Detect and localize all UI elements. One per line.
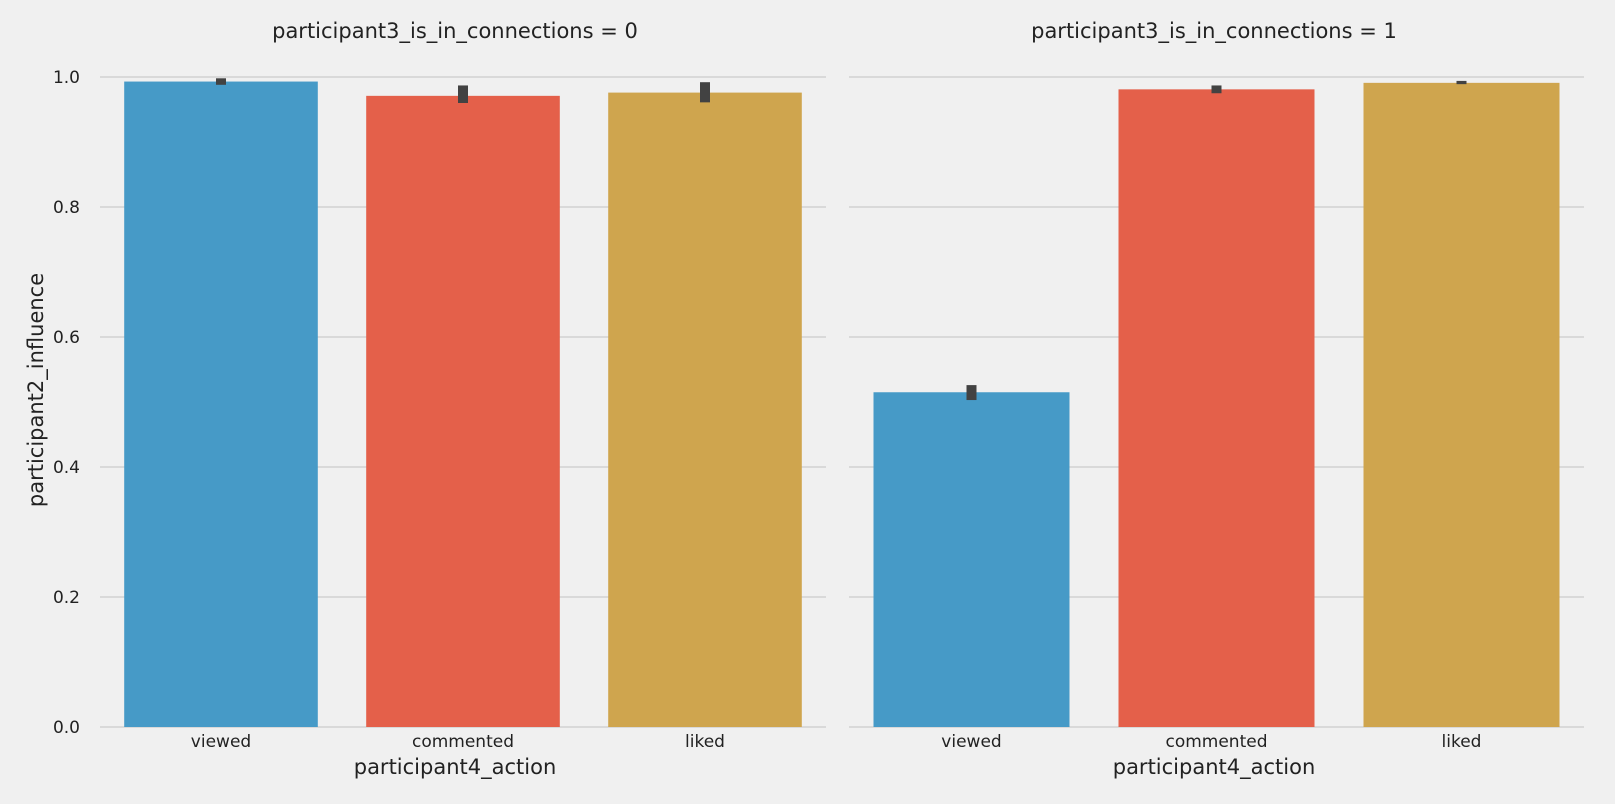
bar-liked-panel-0 bbox=[608, 92, 802, 728]
y-tick-label: 0.6 bbox=[53, 328, 80, 348]
bar-liked-panel-1 bbox=[1363, 82, 1560, 728]
panel-title-right: participant3_is_in_connections = 1 bbox=[1031, 19, 1397, 44]
x-tick-label-commented: commented bbox=[1165, 732, 1267, 752]
x-tick-label-commented: commented bbox=[412, 732, 514, 752]
y-tick-label: 0.2 bbox=[53, 588, 80, 608]
x-tick-label-liked: liked bbox=[685, 732, 725, 752]
y-tick-label: 0.8 bbox=[53, 198, 80, 218]
panel-title-left: participant3_is_in_connections = 0 bbox=[272, 19, 638, 44]
gridlines bbox=[100, 76, 1584, 728]
x-tick-label-liked: liked bbox=[1442, 732, 1482, 752]
error-bars bbox=[216, 78, 1467, 401]
x-axis-label-left: participant4_action bbox=[354, 755, 557, 780]
y-tick-label: 0.0 bbox=[53, 718, 80, 738]
bar-commented-panel-1 bbox=[1118, 89, 1315, 728]
y-axis-label: participant2_influence bbox=[24, 273, 49, 507]
bar-commented-panel-0 bbox=[366, 95, 560, 728]
labels: 0.0 0.2 0.4 0.6 0.8 1.0 viewed commented liked vi… bbox=[53, 68, 1482, 752]
y-tick-label: 0.4 bbox=[53, 458, 80, 478]
x-tick-label-viewed: viewed bbox=[941, 732, 1001, 752]
bar-viewed-panel-0 bbox=[124, 81, 318, 728]
x-axis-label-right: participant4_action bbox=[1113, 755, 1316, 780]
bars bbox=[124, 81, 1560, 728]
y-tick-label: 1.0 bbox=[53, 68, 80, 88]
bar-viewed-panel-1 bbox=[873, 392, 1070, 727]
x-tick-label-viewed: viewed bbox=[191, 732, 251, 752]
